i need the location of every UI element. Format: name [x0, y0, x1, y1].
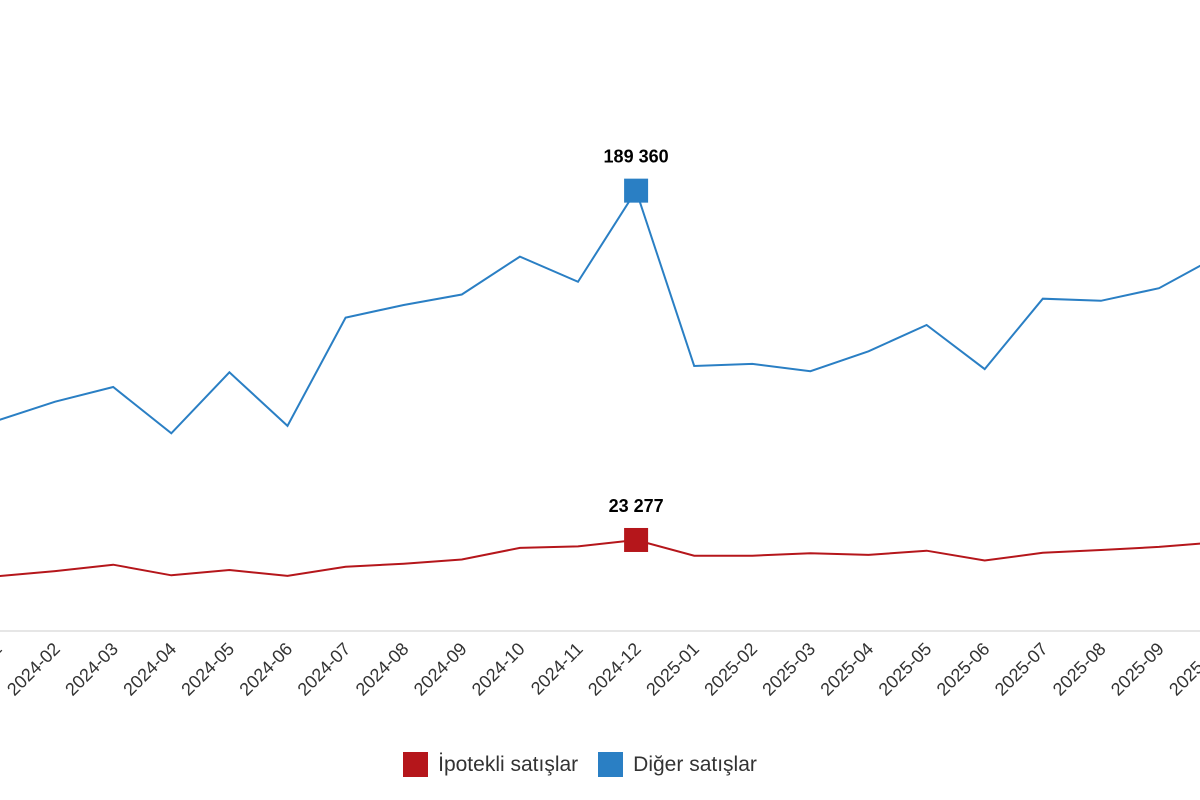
data-label-1: 189 360: [604, 147, 669, 167]
x-tick-label: 2025-08: [1049, 639, 1110, 700]
legend-item-diger[interactable]: Diğer satışlar: [598, 752, 757, 777]
line-chart: 2024-012024-022024-032024-042024-052024-…: [0, 147, 1200, 700]
x-tick-label: 2024-02: [3, 639, 64, 700]
highlight-marker-0[interactable]: [624, 527, 649, 552]
x-tick-label: 2024-09: [410, 639, 471, 700]
x-tick-label: 2024-08: [352, 639, 413, 700]
x-tick-label: 2024-10: [468, 639, 529, 700]
x-tick-label: 2025-09: [1107, 639, 1168, 700]
x-tick-label: 2024-06: [235, 639, 296, 700]
x-tick-label: 2025-01: [642, 639, 703, 700]
x-tick-label: 2025-06: [933, 639, 994, 700]
x-tick-label: 2024-01: [0, 639, 6, 700]
x-tick-label: 2025-04: [816, 639, 877, 700]
x-tick-label: 2025-10: [1165, 639, 1200, 700]
x-tick-label: 2025-05: [875, 639, 936, 700]
legend-item-ipotekli[interactable]: İpotekli satışlar: [403, 752, 578, 777]
x-tick-label: 2025-03: [758, 639, 819, 700]
x-tick-label: 2024-05: [177, 639, 238, 700]
x-tick-label: 2024-04: [119, 639, 180, 700]
highlight-markers: 23 277 189 360: [604, 147, 669, 552]
x-tick-label: 2024-07: [294, 639, 355, 700]
highlight-marker-1[interactable]: [624, 178, 649, 203]
x-tick-label: 2024-12: [584, 639, 645, 700]
x-tick-label: 2025-02: [700, 639, 761, 700]
legend-swatch-diger: [598, 752, 624, 777]
series-line-0[interactable]: [0, 538, 1200, 578]
legend: İpotekli satışlar Diğer satışlar: [0, 752, 1160, 777]
legend-swatch-ipotekli: [403, 752, 429, 777]
x-tick-label: 2024-11: [527, 639, 587, 699]
legend-label-ipotekli: İpotekli satışlar: [438, 752, 579, 776]
series-lines: [0, 188, 1200, 578]
x-tick-label: 2025-07: [991, 639, 1052, 700]
tick-labels: 2024-012024-022024-032024-042024-052024-…: [0, 639, 1200, 700]
x-tick-label: 2024-03: [61, 639, 122, 700]
data-label-0: 23 277: [609, 496, 664, 516]
series-line-1[interactable]: [0, 188, 1200, 435]
legend-label-diger: Diğer satışlar: [633, 752, 757, 776]
